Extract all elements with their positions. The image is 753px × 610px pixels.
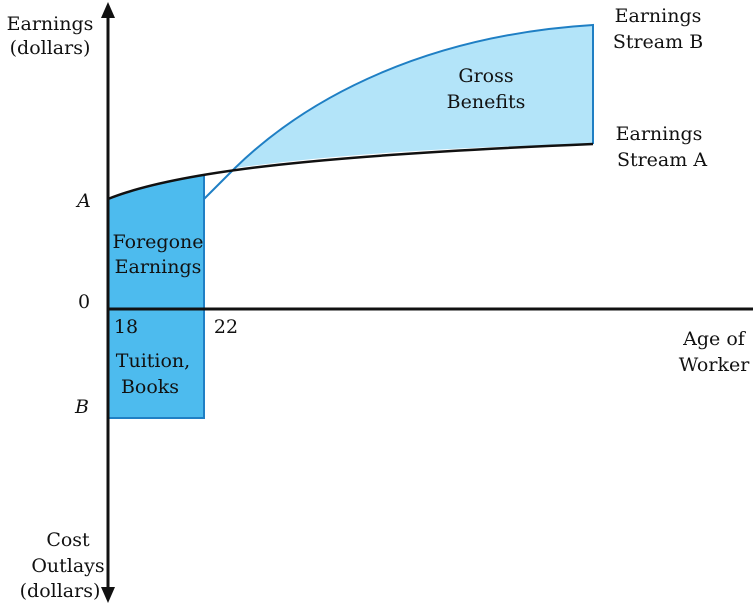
y-axis-earnings-unit: (dollars) bbox=[10, 37, 91, 59]
x-axis-age-label: Age of bbox=[682, 328, 747, 350]
y-axis-cost-unit: (dollars) bbox=[20, 580, 101, 602]
earnings-stream-b-curve bbox=[203, 23, 594, 200]
foregone-earnings-label-2: Earnings bbox=[115, 256, 202, 278]
stream-b-label: Earnings bbox=[615, 5, 702, 27]
up-arrow-icon bbox=[101, 2, 115, 18]
tick-age-22-label: 22 bbox=[214, 316, 238, 338]
investment-outline bbox=[108, 175, 205, 419]
stream-b-label-2: Stream B bbox=[613, 31, 703, 53]
tuition-label: Tuition, bbox=[116, 350, 190, 372]
earnings-stream-a-curve bbox=[107, 142, 594, 201]
stream-a-label: Earnings bbox=[616, 123, 703, 145]
gross-benefits-area bbox=[235, 25, 593, 168]
books-label: Books bbox=[121, 376, 179, 398]
foregone-earnings-area bbox=[108, 175, 204, 309]
foregone-earnings-label: Foregone bbox=[113, 231, 204, 253]
down-arrow-icon bbox=[101, 587, 115, 603]
gross-benefits-label-2: Benefits bbox=[447, 91, 526, 113]
gross-benefits-label: Gross bbox=[458, 65, 513, 87]
tick-a-label: A bbox=[75, 190, 91, 212]
y-axis-earnings-label: Earnings bbox=[7, 13, 94, 35]
stream-a-label-2: Stream A bbox=[617, 149, 707, 171]
tick-b-label: B bbox=[74, 396, 89, 418]
x-axis-worker-label: Worker bbox=[679, 354, 751, 376]
y-axis-cost-label: Cost bbox=[46, 529, 90, 551]
tick-age-18-label: 18 bbox=[114, 316, 138, 338]
y-axis-outlays-label: Outlays bbox=[31, 555, 104, 577]
tuition-books-area bbox=[108, 309, 204, 418]
tick-zero-label: 0 bbox=[78, 291, 90, 313]
